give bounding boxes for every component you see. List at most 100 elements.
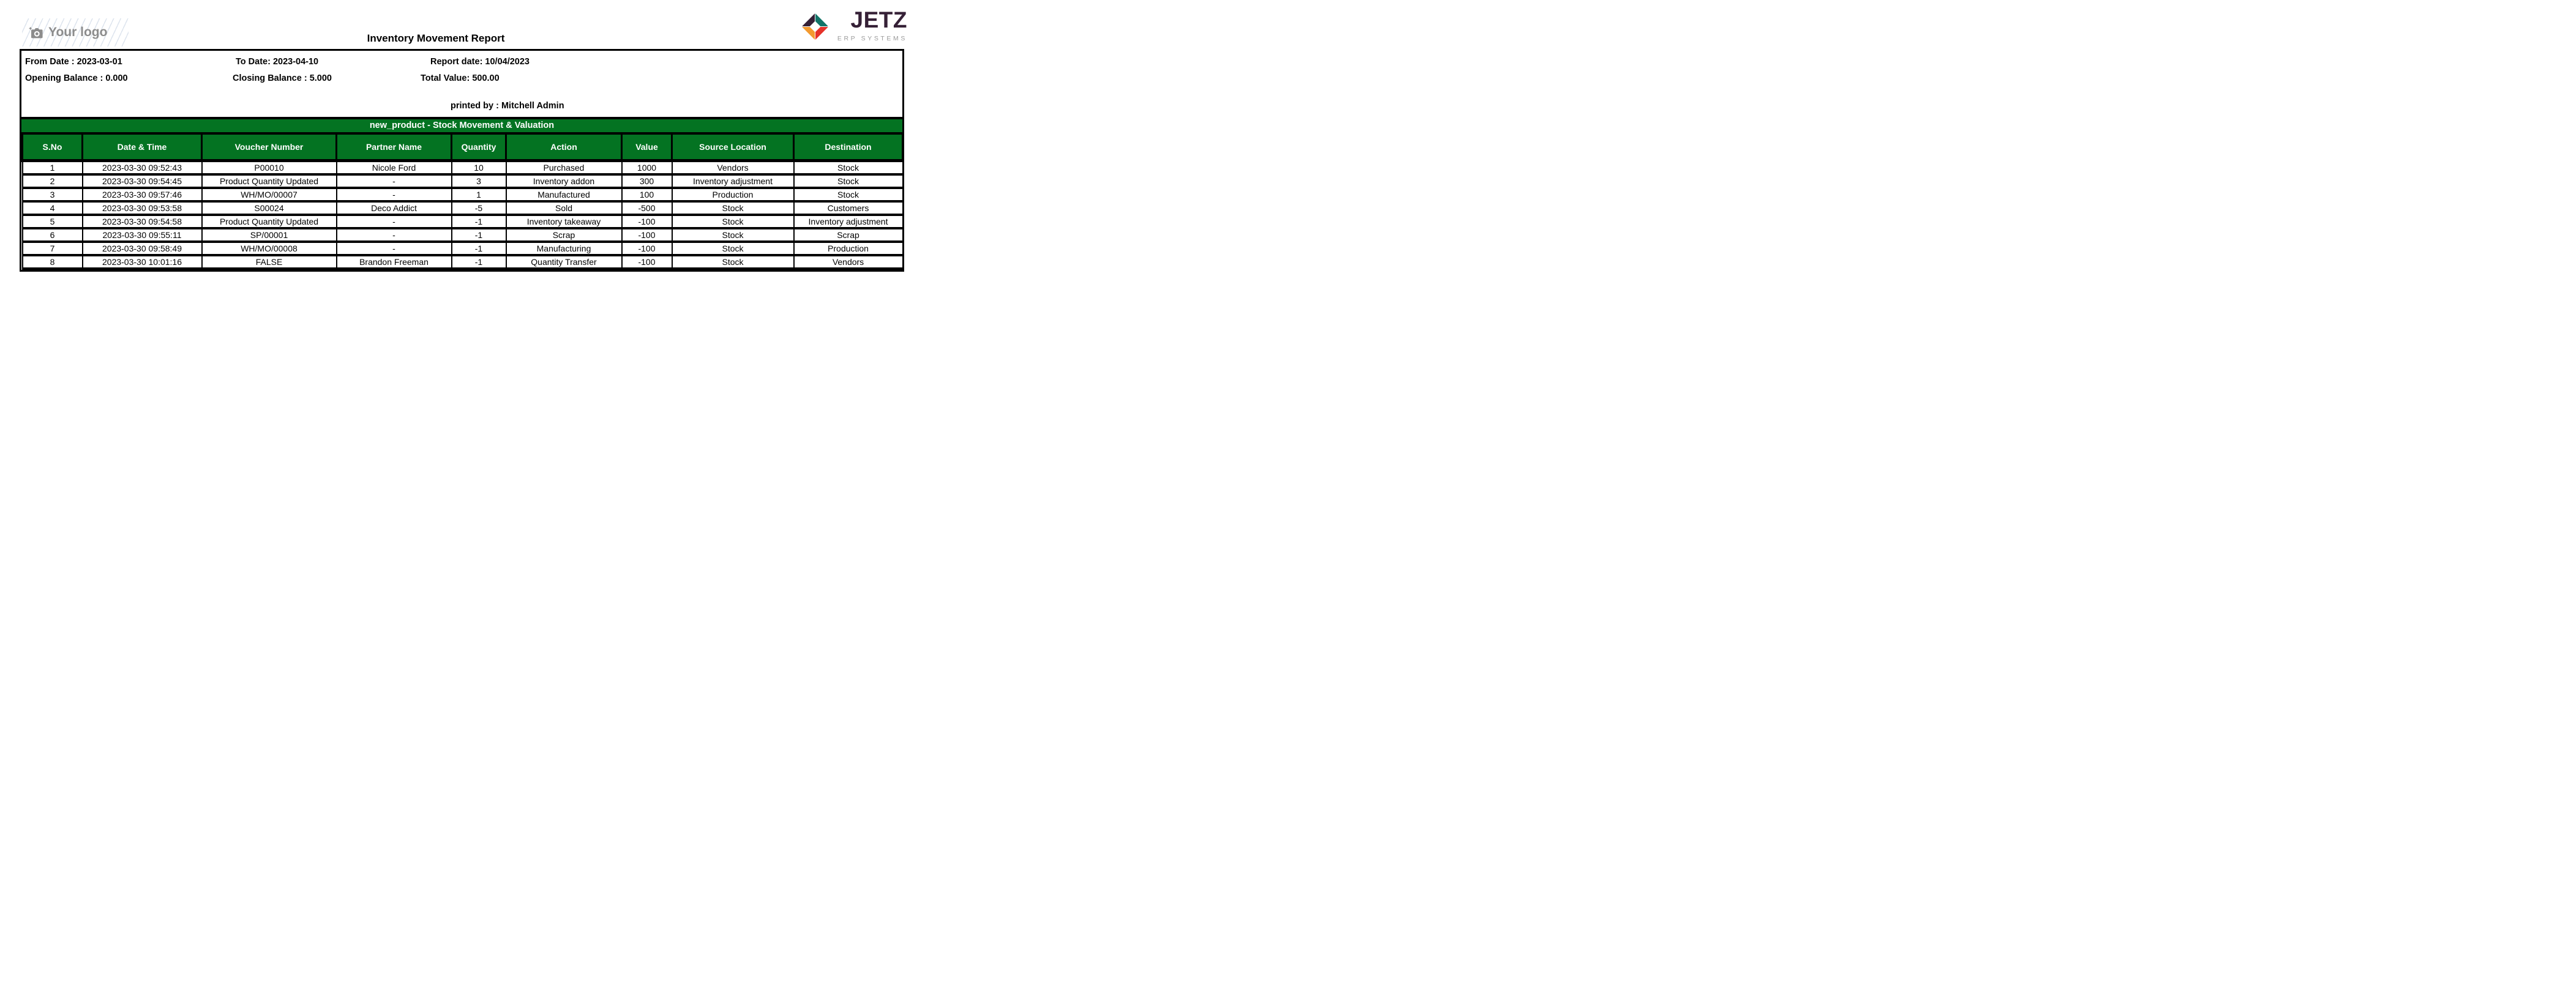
table-cell: -1 bbox=[451, 213, 507, 229]
table-cell: 2023-03-30 10:01:16 bbox=[81, 253, 203, 270]
table-row: 7 2023-03-30 09:58:49 WH/MO/00008- -1 Manufa… bbox=[21, 240, 904, 256]
table-cell: Nicole Ford bbox=[335, 159, 452, 176]
brand-tagline: ERP SYSTEMS bbox=[837, 34, 907, 42]
column-header: Date & Time bbox=[81, 132, 203, 162]
table-cell: 2023-03-30 09:54:58 bbox=[81, 213, 203, 229]
brand-text-block: JETZ ERP SYSTEMS bbox=[837, 7, 907, 42]
table-cell: 2023-03-30 09:53:58 bbox=[81, 199, 203, 216]
table-cell: Purchased bbox=[505, 159, 623, 176]
opening-balance: Opening Balance : 0.000 bbox=[25, 73, 128, 83]
table-cell: - bbox=[335, 240, 452, 256]
table-cell: 100 bbox=[621, 186, 673, 203]
table-cell: Inventory addon bbox=[505, 173, 623, 189]
table-cell: Quantity Transfer bbox=[505, 253, 623, 270]
table-cell: Inventory takeaway bbox=[505, 213, 623, 229]
table-cell: 2 bbox=[21, 173, 83, 189]
table-cell: - bbox=[335, 213, 452, 229]
camera-icon bbox=[29, 26, 43, 38]
table-cell: SP/00001 bbox=[201, 226, 337, 243]
column-header: Destination bbox=[793, 132, 904, 162]
table-cell: Product Quantity Updated bbox=[201, 173, 337, 189]
column-header: Value bbox=[621, 132, 673, 162]
table-row: 6 2023-03-30 09:55:11 SP/00001- -1 Scrap -100… bbox=[21, 226, 904, 243]
table-cell: Customers bbox=[793, 199, 904, 216]
report-info-section: From Date : 2023-03-01 To Date: 2023-04-… bbox=[21, 51, 902, 117]
table-cell: 2023-03-30 09:52:43 bbox=[81, 159, 203, 176]
table-cell: -5 bbox=[451, 199, 507, 216]
table-cell: - bbox=[335, 186, 452, 203]
table-cell: 300 bbox=[621, 173, 673, 189]
brand-logo: JETZ ERP SYSTEMS bbox=[800, 7, 907, 42]
table-cell: 5 bbox=[21, 213, 83, 229]
table-row: 1 2023-03-30 09:52:43 P00010 Nicole Ford 10 P… bbox=[21, 159, 904, 176]
table-row: 4 2023-03-30 09:53:58 S00024 Deco Addict -5 S… bbox=[21, 199, 904, 216]
table-cell: 1 bbox=[21, 159, 83, 176]
page-title: Inventory Movement Report bbox=[367, 32, 505, 44]
table-cell: 3 bbox=[21, 186, 83, 203]
column-header: S.No bbox=[21, 132, 83, 162]
table-cell: 1 bbox=[451, 186, 507, 203]
report-body: From Date : 2023-03-01 To Date: 2023-04-… bbox=[20, 49, 904, 272]
table-cell: - bbox=[335, 226, 452, 243]
table-row: 8 2023-03-30 10:01:16 FALSE Brandon Freeman… bbox=[21, 253, 904, 270]
column-header: Source Location bbox=[671, 132, 795, 162]
table-cell: 2023-03-30 09:55:11 bbox=[81, 226, 203, 243]
table-cell: Stock bbox=[793, 186, 904, 203]
table-cell: -100 bbox=[621, 213, 673, 229]
section-title-band: new_product - Stock Movement & Valuation bbox=[21, 117, 902, 132]
table-cell: WH/MO/00007 bbox=[201, 186, 337, 203]
table-cell: FALSE bbox=[201, 253, 337, 270]
table-cell: 10 bbox=[451, 159, 507, 176]
table-cell: 4 bbox=[21, 199, 83, 216]
table-cell: Scrap bbox=[793, 226, 904, 243]
jetz-diamond-icon bbox=[800, 12, 829, 41]
table-cell: 8 bbox=[21, 253, 83, 270]
table-cell: Manufactured bbox=[505, 186, 623, 203]
report-date: Report date: 10/04/2023 bbox=[430, 57, 530, 67]
table-cell: Sold bbox=[505, 199, 623, 216]
table-cell: P00010 bbox=[201, 159, 337, 176]
table-cell: 1000 bbox=[621, 159, 673, 176]
table-cell: Vendors bbox=[671, 159, 795, 176]
table-cell: Inventory adjustment bbox=[671, 173, 795, 189]
table-cell: -100 bbox=[621, 240, 673, 256]
closing-balance: Closing Balance : 5.000 bbox=[233, 73, 332, 83]
column-header: Voucher Number bbox=[201, 132, 337, 162]
movement-table: S.No Date & Time Voucher Number Partner Nam… bbox=[21, 132, 904, 270]
table-body: 1 2023-03-30 09:52:43 P00010 Nicole Ford 10 P… bbox=[21, 159, 904, 270]
table-cell: 2023-03-30 09:54:45 bbox=[81, 173, 203, 189]
header-row: S.No Date & Time Voucher Number Partner Nam… bbox=[21, 132, 904, 162]
column-header: Action bbox=[505, 132, 623, 162]
table-cell: Production bbox=[793, 240, 904, 256]
table-cell: Stock bbox=[671, 253, 795, 270]
table-cell: Product Quantity Updated bbox=[201, 213, 337, 229]
table-row: 5 2023-03-30 09:54:58 Product Quantity Upd… bbox=[21, 213, 904, 229]
table-cell: Vendors bbox=[793, 253, 904, 270]
table-cell: Scrap bbox=[505, 226, 623, 243]
table-cell: Manufacturing bbox=[505, 240, 623, 256]
table-cell: Inventory adjustment bbox=[793, 213, 904, 229]
table-cell: -100 bbox=[621, 253, 673, 270]
logo-placeholder-label: Your logo bbox=[48, 25, 108, 39]
table-cell: Stock bbox=[671, 199, 795, 216]
table-cell: 7 bbox=[21, 240, 83, 256]
table-cell: Brandon Freeman bbox=[335, 253, 452, 270]
table-cell: Stock bbox=[671, 226, 795, 243]
table-cell: 2023-03-30 09:58:49 bbox=[81, 240, 203, 256]
table-cell: 2023-03-30 09:57:46 bbox=[81, 186, 203, 203]
total-value: Total Value: 500.00 bbox=[421, 73, 500, 83]
table-cell: WH/MO/00008 bbox=[201, 240, 337, 256]
company-logo-placeholder: Your logo bbox=[22, 18, 129, 47]
table-row: 3 2023-03-30 09:57:46 WH/MO/00007-1 Manufac… bbox=[21, 186, 904, 203]
from-date: From Date : 2023-03-01 bbox=[25, 57, 122, 67]
report-page: Your logo JETZ ERP SYSTEMS Inventory Mov… bbox=[0, 0, 945, 369]
table-cell: Stock bbox=[793, 173, 904, 189]
printed-by: printed by : Mitchell Admin bbox=[451, 101, 564, 111]
column-header: Partner Name bbox=[335, 132, 452, 162]
table-cell: 6 bbox=[21, 226, 83, 243]
table-cell: Deco Addict bbox=[335, 199, 452, 216]
table-cell: -1 bbox=[451, 253, 507, 270]
table-cell: Stock bbox=[671, 240, 795, 256]
table-cell: 3 bbox=[451, 173, 507, 189]
table-cell: -1 bbox=[451, 240, 507, 256]
